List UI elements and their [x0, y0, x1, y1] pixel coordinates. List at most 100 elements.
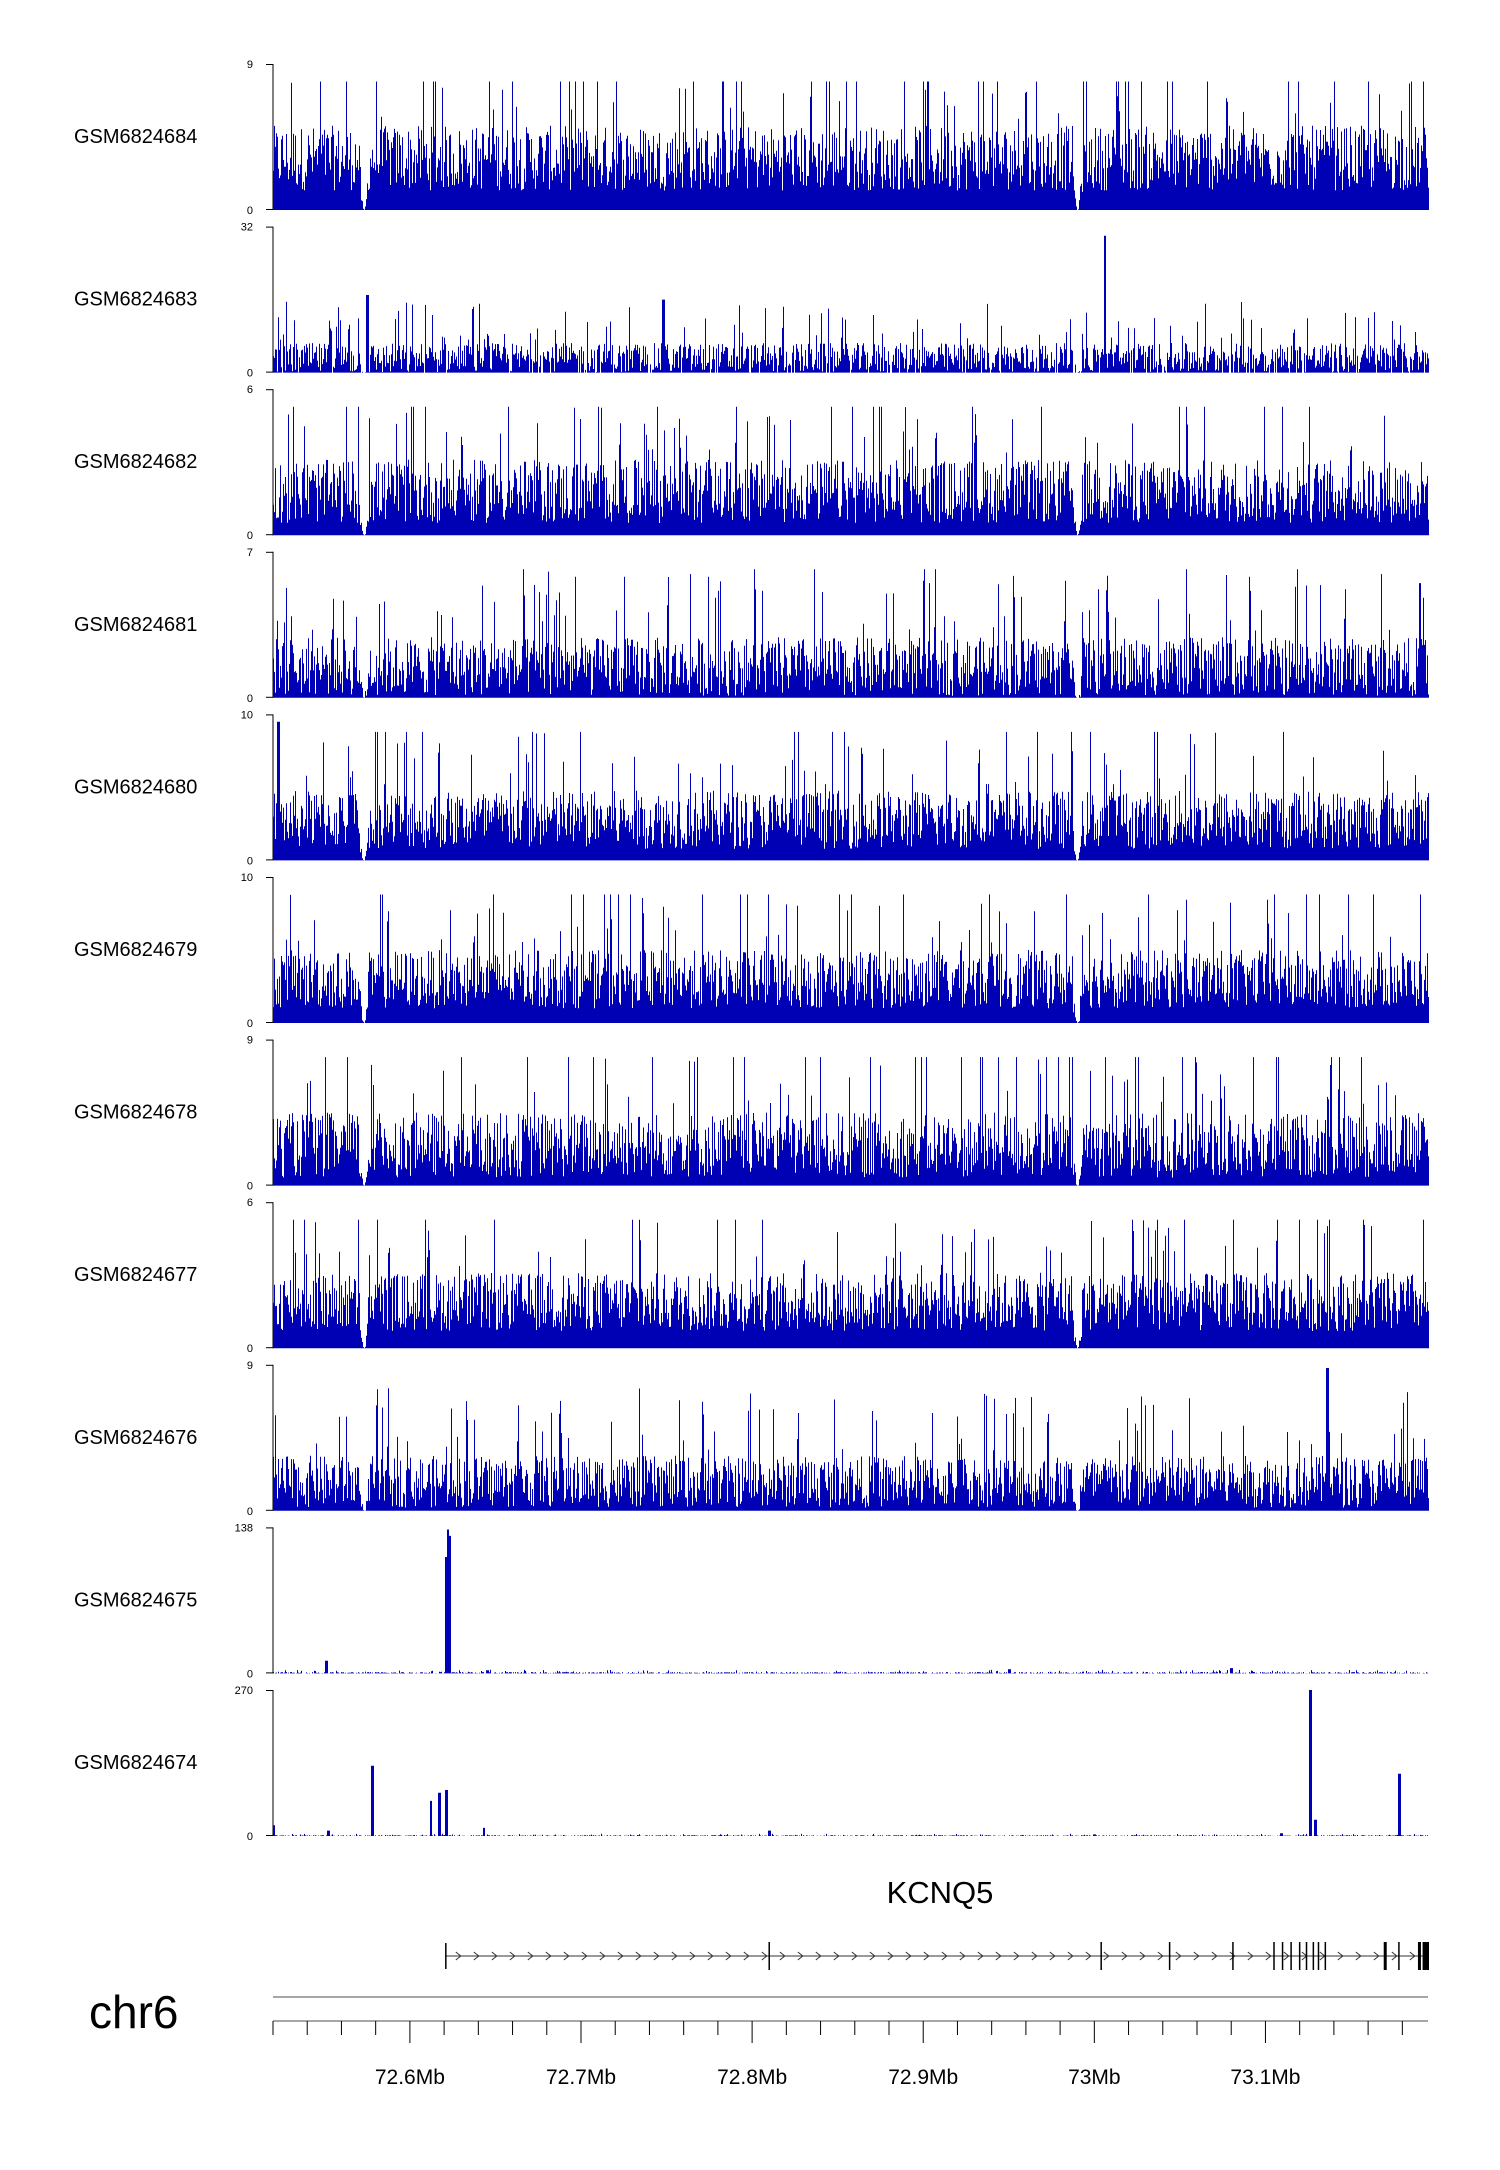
coverage-signal	[273, 81, 1429, 210]
strand-arrow	[1337, 1951, 1344, 1961]
track-GSM6824683: GSM6824683 32 0	[74, 222, 1429, 380]
y-tick-label-max: 10	[241, 872, 253, 884]
strand-arrow	[1283, 1951, 1290, 1961]
track-label: GSM6824676	[74, 1427, 197, 1449]
track-GSM6824681: GSM6824681 7 0	[74, 547, 1429, 705]
strand-arrow	[977, 1951, 984, 1961]
strand-arrow	[1247, 1951, 1254, 1961]
strand-arrow	[581, 1951, 588, 1961]
strand-arrow	[599, 1951, 606, 1961]
strand-arrow	[1067, 1951, 1074, 1961]
strand-arrow	[509, 1951, 516, 1961]
track-label: GSM6824681	[74, 614, 197, 636]
track-GSM6824679: GSM6824679 10 0	[74, 872, 1429, 1030]
y-tick-label-zero: 0	[247, 1668, 253, 1680]
track-label: GSM6824682	[74, 451, 197, 473]
x-tick-label: 73Mb	[1068, 2066, 1121, 2089]
chromosome-label: chr6	[89, 1986, 178, 2038]
y-tick-label-zero: 0	[247, 368, 253, 380]
strand-arrow	[1391, 1951, 1398, 1961]
track-label: GSM6824677	[74, 1264, 197, 1286]
strand-arrow	[491, 1951, 498, 1961]
strand-arrow	[1409, 1951, 1416, 1961]
y-tick-label-max: 6	[247, 384, 253, 396]
gene-annotation-track: KCNQ5	[445, 1875, 1429, 1970]
track-GSM6824680: GSM6824680 10 0	[74, 709, 1429, 867]
strand-arrow	[851, 1951, 858, 1961]
y-tick-label-max: 7	[247, 547, 253, 559]
y-tick-label-zero: 0	[247, 1018, 253, 1030]
y-tick-label-max: 9	[247, 59, 253, 71]
x-tick-label: 72.8Mb	[717, 2066, 787, 2089]
strand-arrow	[923, 1951, 930, 1961]
genomic-coordinate-axis: chr6 72.6Mb 72.7Mb 72.8Mb 72.9Mb 73Mb 73.1Mb	[89, 1986, 1428, 2089]
x-tick-label: 72.7Mb	[546, 2066, 616, 2089]
x-tick-label: 73.1Mb	[1230, 2066, 1300, 2089]
y-tick-label-max: 6	[247, 1197, 253, 1209]
track-label: GSM6824683	[74, 289, 197, 311]
strand-arrow	[563, 1951, 570, 1961]
strand-arrow	[887, 1951, 894, 1961]
strand-arrow	[761, 1951, 768, 1961]
track-GSM6824682: GSM6824682 6 0	[74, 384, 1429, 542]
y-tick-label-zero: 0	[247, 1506, 253, 1518]
y-tick-label-zero: 0	[247, 855, 253, 867]
track-label: GSM6824678	[74, 1102, 197, 1124]
strand-arrow	[1121, 1951, 1128, 1961]
y-tick-label-max: 270	[235, 1685, 253, 1697]
y-tick-label-zero: 0	[247, 1343, 253, 1355]
strand-arrow	[527, 1951, 534, 1961]
track-GSM6824677: GSM6824677 6 0	[74, 1197, 1429, 1355]
strand-arrow	[1211, 1951, 1218, 1961]
strand-arrow	[1229, 1951, 1236, 1961]
strand-arrow	[779, 1951, 786, 1961]
strand-arrow	[1139, 1951, 1146, 1961]
strand-arrow	[1355, 1951, 1362, 1961]
y-tick-label-max: 10	[241, 709, 253, 721]
strand-arrow	[1193, 1951, 1200, 1961]
x-tick-label: 72.9Mb	[888, 2066, 958, 2089]
y-tick-label-max: 32	[241, 222, 253, 234]
strand-arrow	[1013, 1951, 1020, 1961]
y-tick-label-zero: 0	[247, 530, 253, 542]
strand-arrow	[995, 1951, 1002, 1961]
strand-arrow	[941, 1951, 948, 1961]
track-GSM6824684: GSM6824684 9 0	[74, 59, 1429, 217]
track-GSM6824678: GSM6824678 9 0	[74, 1035, 1429, 1193]
y-tick-label-zero: 0	[247, 205, 253, 217]
strand-arrow	[1103, 1951, 1110, 1961]
track-label: GSM6824679	[74, 939, 197, 961]
x-tick-label: 72.6Mb	[375, 2066, 445, 2089]
strand-arrow	[653, 1951, 660, 1961]
coverage-signal	[273, 1529, 1428, 1674]
y-tick-label-zero: 0	[247, 693, 253, 705]
strand-arrow	[815, 1951, 822, 1961]
strand-arrow	[725, 1951, 732, 1961]
gene-name-label: KCNQ5	[887, 1875, 994, 1910]
coverage-signal	[273, 721, 1429, 861]
strand-arrow	[869, 1951, 876, 1961]
coverage-signal	[273, 1690, 1428, 1836]
coverage-signal	[273, 569, 1429, 698]
strand-arrow	[1373, 1951, 1380, 1961]
track-GSM6824674: GSM6824674 270 0	[74, 1685, 1428, 1843]
y-tick-label-zero: 0	[247, 1831, 253, 1843]
track-label: GSM6824684	[74, 126, 197, 148]
coverage-signal	[273, 1057, 1429, 1186]
coverage-signal	[273, 406, 1429, 536]
strand-arrow	[797, 1951, 804, 1961]
strand-arrow	[455, 1951, 462, 1961]
strand-arrow	[1175, 1951, 1182, 1961]
strand-arrow	[617, 1951, 624, 1961]
coverage-signal	[273, 1219, 1429, 1349]
coverage-tracks: GSM682468490GSM6824683320GSM682468260GSM…	[74, 59, 1429, 1843]
track-GSM6824675: GSM6824675 138 0	[74, 1522, 1428, 1680]
strand-arrow	[959, 1951, 966, 1961]
strand-arrow	[1085, 1951, 1092, 1961]
strand-arrow	[545, 1951, 552, 1961]
strand-arrow	[671, 1951, 678, 1961]
coverage-signal	[273, 235, 1429, 373]
coverage-signal	[273, 894, 1429, 1023]
track-label: GSM6824680	[74, 776, 197, 798]
